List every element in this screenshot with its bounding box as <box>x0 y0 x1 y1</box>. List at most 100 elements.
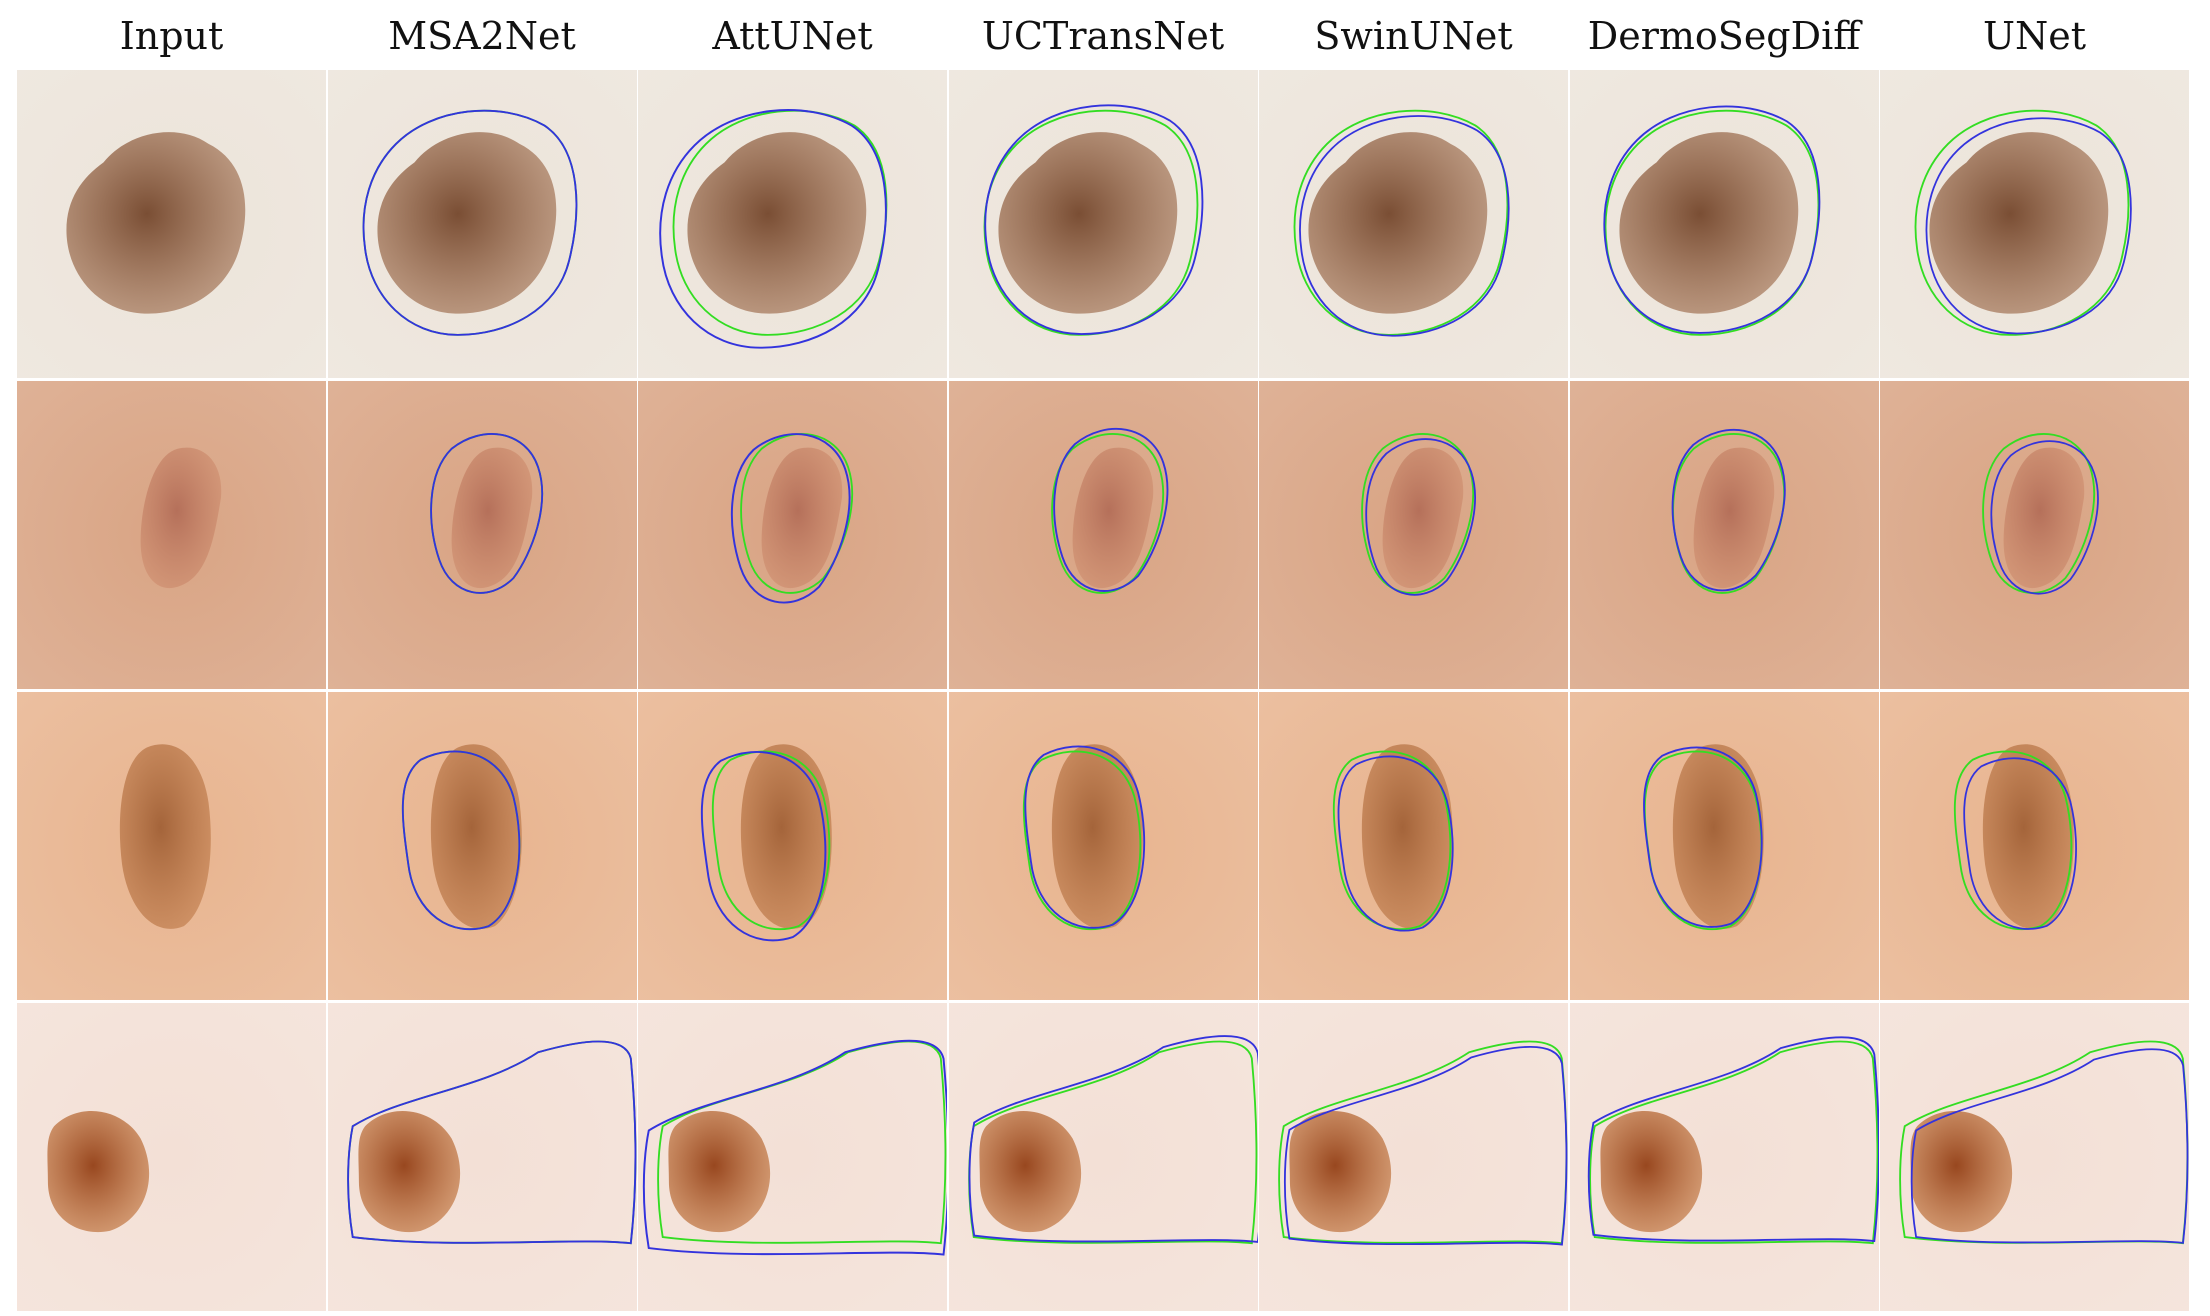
prediction-contour <box>1587 1036 1879 1243</box>
ground-truth-contour <box>1361 433 1475 594</box>
dermoscopy-image <box>327 381 637 689</box>
prediction-contour <box>1990 440 2099 595</box>
dermoscopy-image <box>948 1003 1258 1311</box>
prediction-contour <box>1052 427 1168 592</box>
image-tile-sample-1-msa2net <box>327 70 637 378</box>
dermoscopy-image <box>1880 70 2189 378</box>
image-tile-sample-2-uctransnet <box>948 381 1258 689</box>
image-tile-sample-1-swinunet <box>1259 70 1568 378</box>
image-tile-sample-3-dermosegdiff <box>1569 692 1879 1000</box>
ground-truth-contour <box>967 1040 1257 1245</box>
image-tile-sample-2-unet <box>1880 381 2189 689</box>
prediction-contour <box>362 109 577 336</box>
prediction-contour <box>1337 755 1454 932</box>
skin-lesion <box>740 744 832 929</box>
dermoscopy-image <box>17 1003 326 1311</box>
prediction-contour <box>1283 1046 1568 1246</box>
skin-lesion <box>47 1110 150 1233</box>
column-title-msa2net: MSA2Net <box>388 14 576 58</box>
prediction-contour <box>1023 745 1145 929</box>
skin-lesion <box>66 132 246 314</box>
skin-lesion <box>997 132 1177 314</box>
image-tile-sample-3-swinunet <box>1259 692 1568 1000</box>
image-tile-sample-4-attunet <box>638 1003 947 1311</box>
prediction-contour <box>700 751 827 942</box>
prediction-contour <box>642 1039 947 1256</box>
dermoscopy-image <box>948 70 1258 378</box>
image-tile-sample-4-dermosegdiff <box>1569 1003 1879 1311</box>
prediction-contour <box>1642 746 1763 928</box>
image-tile-sample-4-unet <box>1880 1003 2189 1311</box>
prediction-contour <box>1910 1048 2189 1244</box>
image-tile-sample-1-dermosegdiff <box>1569 70 1879 378</box>
image-tile-sample-1-unet <box>1880 70 2189 378</box>
dermoscopy-image <box>948 381 1258 689</box>
image-tile-sample-3-input <box>17 692 326 1000</box>
image-tile-sample-2-msa2net <box>327 381 637 689</box>
dermoscopy-image <box>1569 70 1879 378</box>
ground-truth-contour <box>1914 109 2130 336</box>
skin-lesion <box>1910 1110 2013 1233</box>
ground-truth-contour <box>740 433 854 594</box>
skin-lesion <box>1618 132 1798 314</box>
skin-lesion <box>1072 447 1153 589</box>
dermoscopy-image <box>1259 70 1568 378</box>
skin-lesion <box>140 447 222 589</box>
skin-lesion <box>1672 744 1764 929</box>
ground-truth-contour <box>1982 433 2096 594</box>
image-tile-sample-4-swinunet <box>1259 1003 1568 1311</box>
ground-truth-contour <box>1332 750 1452 931</box>
ground-truth-contour <box>711 750 831 931</box>
dermoscopy-image <box>1569 1003 1879 1311</box>
skin-lesion <box>2003 447 2085 589</box>
dermoscopy-image <box>327 70 637 378</box>
skin-lesion <box>1929 132 2109 314</box>
dermoscopy-image <box>17 692 326 1000</box>
image-tile-sample-2-attunet <box>638 381 947 689</box>
skin-lesion <box>1051 744 1143 929</box>
skin-lesion <box>430 744 522 929</box>
dermoscopy-image <box>1569 692 1879 1000</box>
dermoscopy-image <box>1880 381 2189 689</box>
image-tile-sample-1-input <box>17 70 326 378</box>
skin-lesion <box>668 1110 771 1233</box>
prediction-contour <box>1925 117 2132 335</box>
skin-lesion <box>687 132 867 314</box>
image-tile-sample-2-dermosegdiff <box>1569 381 1879 689</box>
image-tile-sample-2-input <box>17 381 326 689</box>
prediction-contour <box>1299 115 1510 337</box>
skin-lesion <box>761 447 843 589</box>
dermoscopy-image <box>638 1003 947 1311</box>
skin-lesion <box>1308 132 1488 314</box>
dermoscopy-image <box>1259 692 1568 1000</box>
dermoscopy-image <box>1880 1003 2189 1311</box>
prediction-contour <box>968 1035 1258 1243</box>
image-tile-sample-2-swinunet <box>1259 381 1568 689</box>
prediction-contour <box>1963 757 2077 930</box>
skin-lesion <box>357 1110 460 1233</box>
column-title-input: Input <box>119 14 224 58</box>
skin-lesion <box>1361 744 1453 929</box>
ground-truth-contour <box>1293 109 1509 336</box>
dermoscopy-image <box>638 70 947 378</box>
skin-lesion <box>1382 447 1464 589</box>
image-tile-sample-4-input <box>17 1003 326 1311</box>
skin-lesion <box>1289 1110 1392 1233</box>
ground-truth-contour <box>657 1040 947 1245</box>
image-tile-sample-1-uctransnet <box>948 70 1258 378</box>
skin-lesion <box>1599 1110 1702 1233</box>
column-title-attunet: AttUNet <box>712 14 873 58</box>
column-title-dermosegdiff: DermoSegDiff <box>1587 14 1861 58</box>
skin-lesion <box>1693 447 1774 589</box>
dermoscopy-image <box>1259 1003 1568 1311</box>
dermoscopy-image <box>948 692 1258 1000</box>
column-title-unet: UNet <box>1982 14 2087 58</box>
dermoscopy-image <box>327 1003 637 1311</box>
ground-truth-contour <box>1953 750 2073 931</box>
dermoscopy-image <box>1259 381 1568 689</box>
prediction-contour <box>983 104 1203 335</box>
prediction-contour <box>346 1040 636 1245</box>
image-tile-sample-3-attunet <box>638 692 947 1000</box>
image-tile-sample-4-uctransnet <box>948 1003 1258 1311</box>
skin-lesion <box>1982 744 2074 929</box>
